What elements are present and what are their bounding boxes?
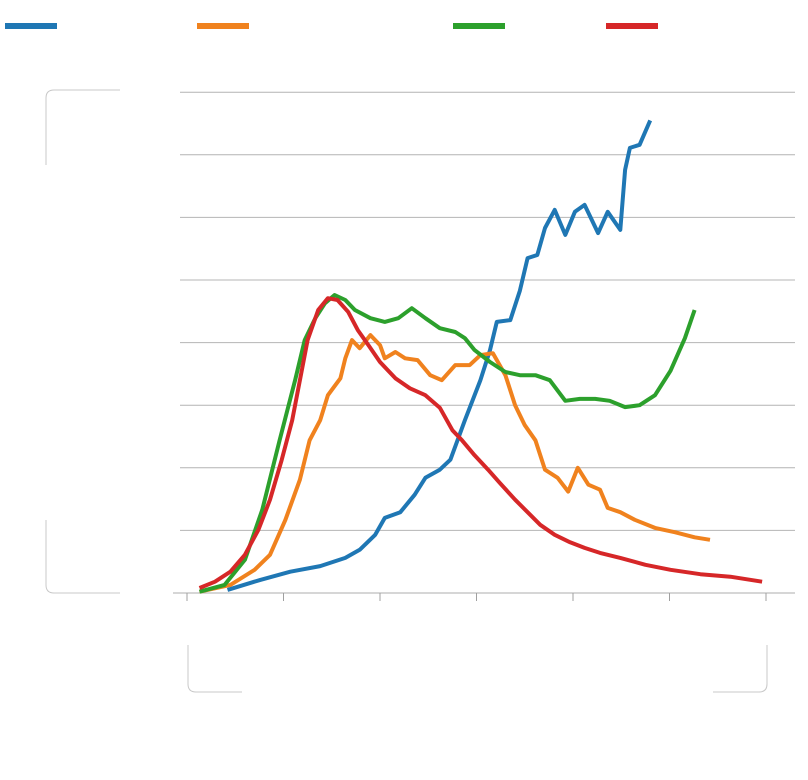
series-line-1 [226,119,653,592]
legend-swatch-series-3 [453,23,505,29]
y-axis-label-frame [45,89,120,594]
series-line-4 [198,296,763,590]
series-line-2 [199,333,711,594]
legend-swatch-series-2 [197,23,249,29]
series-line-3 [198,293,697,594]
x-axis-label-frame [187,645,768,693]
legend-swatch-series-4 [606,23,658,29]
legend-swatch-series-1 [5,23,57,29]
